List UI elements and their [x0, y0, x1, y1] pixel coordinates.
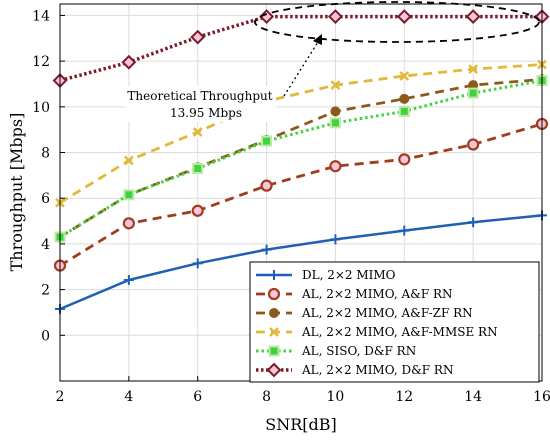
x-tick-label: 10 — [327, 389, 345, 405]
annotation-line-1: Theoretical Throughput — [127, 89, 272, 103]
data-point — [400, 94, 409, 103]
data-point — [469, 89, 478, 98]
legend-label: AL, 2×2 MIMO, A&F-ZF RN — [301, 306, 473, 320]
y-axis-label: Throughput [Mbps] — [7, 113, 26, 272]
data-point — [124, 190, 133, 199]
data-point — [193, 164, 202, 173]
y-tick-label: 14 — [32, 8, 50, 24]
y-tick-label: 6 — [41, 191, 50, 207]
legend-label: AL, 2×2 MIMO, A&F-MMSE RN — [301, 325, 498, 339]
x-tick-label: 16 — [533, 389, 550, 405]
data-point — [330, 161, 340, 171]
legend-label: AL, 2×2 MIMO, A&F RN — [301, 287, 453, 301]
legend-label: AL, 2×2 MIMO, D&F RN — [301, 363, 453, 377]
y-tick-label: 0 — [41, 328, 50, 344]
data-point — [193, 206, 203, 216]
x-tick-label: 14 — [464, 389, 482, 405]
x-tick-label: 12 — [395, 389, 413, 405]
data-point — [124, 218, 134, 228]
data-point — [468, 140, 478, 150]
legend: DL, 2×2 MIMO AL, 2×2 MIMO, A&F RN AL, 2×2 … — [250, 262, 539, 382]
data-point — [331, 107, 340, 116]
data-point — [400, 107, 409, 116]
x-tick-label: 6 — [193, 389, 202, 405]
y-tick-label: 2 — [41, 283, 50, 299]
data-point — [262, 137, 271, 146]
x-tick-label: 8 — [262, 389, 271, 405]
y-tick-label: 4 — [41, 237, 50, 253]
legend-label: AL, SISO, D&F RN — [301, 344, 416, 358]
data-point — [331, 118, 340, 127]
x-axis-label: SNR[dB] — [265, 415, 337, 434]
x-tick-label: 2 — [56, 389, 65, 405]
data-point — [399, 154, 409, 164]
x-tick-label: 4 — [124, 389, 133, 405]
annotation-line-2: 13.95 Mbps — [170, 106, 242, 120]
legend-label: DL, 2×2 MIMO — [302, 268, 396, 282]
y-tick-label: 10 — [32, 100, 50, 116]
y-tick-label: 8 — [41, 146, 50, 162]
legend-swatch-marker — [270, 309, 279, 318]
legend-swatch-marker — [269, 289, 279, 299]
legend-swatch-marker — [270, 347, 279, 356]
y-tick-label: 12 — [32, 54, 50, 70]
data-point — [262, 181, 272, 191]
